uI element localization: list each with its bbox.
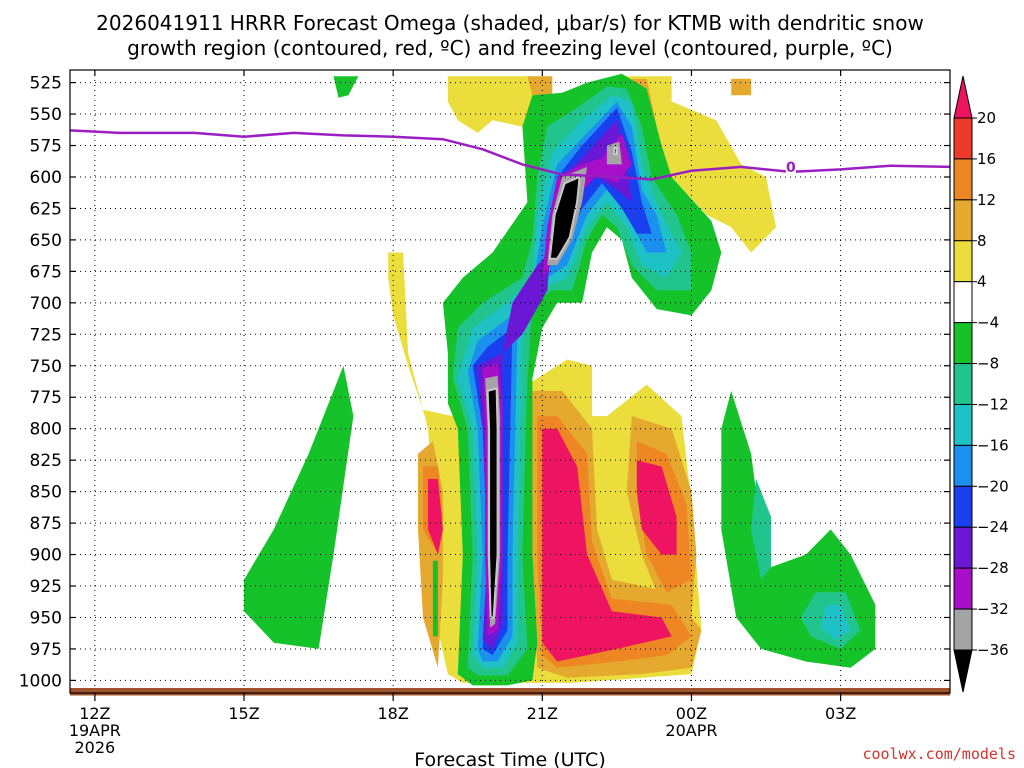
credit-link[interactable]: coolwx.com/models	[862, 745, 1016, 763]
y-tick-label-625: 625	[30, 199, 62, 219]
colorbar-label-6: −8	[977, 355, 999, 373]
colorbar-label-1: 16	[977, 150, 996, 168]
colorbar: 20 16 12 8 4 −4 −8 −12 −16 −20 −24 −28 −32 −36	[953, 75, 1009, 693]
x-tick-label-12-1: 20APR	[665, 721, 717, 740]
omega-region-3	[621, 76, 776, 253]
y-tick-label-950: 950	[30, 608, 62, 628]
colorbar-label-0: 20	[977, 109, 996, 127]
colorbar-bin-12	[953, 567, 973, 610]
omega-region-4	[527, 76, 553, 96]
y-axis: 525 550 575 600 625 650 675 700 725 750 775 800 825 8…	[19, 74, 950, 691]
y-tick-label-725: 725	[30, 325, 62, 345]
colorbar-label-5: −4	[977, 314, 999, 332]
x-tick-label-3-0: 15Z	[228, 704, 259, 723]
omega-shading	[244, 73, 876, 686]
colorbar-label-12: −32	[977, 600, 1009, 618]
colorbar-label-3: 8	[977, 232, 987, 250]
freezing-label-bg	[785, 157, 796, 174]
x-tick-label-15-0: 03Z	[825, 704, 856, 723]
plot-area: 0	[69, 69, 951, 696]
omega-region-19	[432, 560, 438, 637]
y-tick-label-575: 575	[30, 137, 62, 157]
colorbar-label-8: −16	[977, 436, 1009, 454]
omega-region-21	[751, 479, 771, 580]
y-tick-label-700: 700	[30, 294, 62, 314]
grid-lines	[70, 70, 950, 693]
colorbar-bin-5	[953, 281, 973, 324]
colorbar-bin-4	[953, 240, 973, 283]
colorbar-bin-1	[953, 117, 973, 160]
colorbar-label-11: −28	[977, 559, 1009, 577]
colorbar-bin-7	[953, 363, 973, 405]
y-tick-label-900: 900	[30, 546, 62, 566]
ground-bar	[70, 688, 950, 696]
y-tick-label-925: 925	[30, 577, 62, 597]
colorbar-bin-6	[953, 322, 973, 365]
omega-region-33	[486, 387, 499, 619]
omega-region-15	[636, 460, 677, 555]
colorbar-bin-8	[953, 403, 973, 446]
y-tick-label-550: 550	[30, 105, 62, 125]
y-tick-label-675: 675	[30, 262, 62, 282]
x-tick-label-12-0: 00Z	[676, 704, 707, 723]
plot-frame	[69, 69, 951, 694]
colorbar-label-7: −12	[977, 395, 1009, 413]
y-tick-label-850: 850	[30, 483, 62, 503]
y-tick-label-775: 775	[30, 388, 62, 408]
colorbar-label-2: 12	[977, 191, 996, 209]
y-tick-label-825: 825	[30, 451, 62, 471]
y-tick-label-600: 600	[30, 168, 62, 188]
omega-region-35	[613, 147, 618, 156]
colorbar-bin-3	[953, 199, 973, 242]
x-axis-title: Forecast Time (UTC)	[414, 749, 605, 768]
colorbar-label-9: −20	[977, 477, 1009, 495]
y-tick-label-1000: 1000	[19, 671, 62, 691]
colorbar-label-13: −36	[977, 641, 1009, 659]
ground-surface	[70, 688, 950, 696]
omega-region-14	[542, 428, 672, 662]
y-tick-label-875: 875	[30, 514, 62, 534]
chart-title-line-2: growth region (contoured, red, ºC) and f…	[127, 36, 893, 60]
colorbar-bin-10	[953, 485, 973, 528]
omega-region-0	[244, 365, 354, 649]
colorbar-label-10: −24	[977, 518, 1009, 536]
x-tick-label-0-2: 2026	[74, 738, 115, 757]
colorbar-top-arrow	[953, 75, 973, 119]
x-tick-label-6-0: 18Z	[377, 704, 408, 723]
colorbar-bottom-arrow	[953, 649, 973, 693]
colorbar-bin-13	[953, 608, 973, 651]
omega-region-34	[548, 175, 581, 260]
freezing-level-layer: 0	[69, 129, 951, 181]
chart-title-line-1: 2026041911 HRRR Forecast Omega (shaded, …	[96, 11, 924, 35]
colorbar-bin-9	[953, 444, 973, 487]
y-tick-label-750: 750	[30, 357, 62, 377]
omega-region-24	[820, 604, 851, 641]
freezing-level-label: 0	[786, 160, 796, 176]
colorbar-label-4: 4	[977, 273, 987, 291]
x-tick-label-9-0: 21Z	[527, 704, 558, 723]
colorbar-bin-11	[953, 526, 973, 569]
omega-region-13	[428, 479, 443, 555]
omega-region-23	[457, 95, 682, 668]
y-tick-label-800: 800	[30, 420, 62, 440]
omega-region-5	[731, 78, 752, 96]
y-tick-label-975: 975	[30, 640, 62, 660]
x-tick-label-0-0: 12Z	[79, 704, 110, 723]
omega-region-29	[542, 132, 632, 278]
colorbar-bin-2	[953, 158, 973, 201]
y-tick-label-650: 650	[30, 231, 62, 251]
y-tick-label-525: 525	[30, 74, 62, 94]
x-tick-label-0-1: 19APR	[69, 721, 121, 740]
omega-region-18	[333, 76, 359, 98]
omega-region-2	[447, 76, 538, 133]
